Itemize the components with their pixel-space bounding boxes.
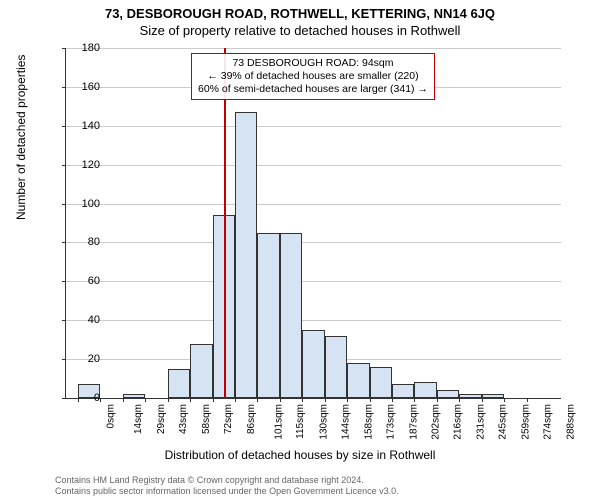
xtick-mark (504, 398, 505, 402)
ytick-mark (62, 242, 66, 243)
gridline (66, 165, 561, 166)
histogram-bar (325, 336, 347, 398)
xtick-mark (123, 398, 124, 402)
xtick-label: 72sqm (223, 404, 234, 434)
annotation-line: 60% of semi-detached houses are larger (… (198, 83, 428, 96)
ytick-mark (62, 204, 66, 205)
attribution-text: Contains HM Land Registry data © Crown c… (55, 475, 399, 497)
histogram-bar (370, 367, 392, 398)
ytick-label: 80 (70, 236, 100, 248)
xtick-mark (459, 398, 460, 402)
page-title: 73, DESBOROUGH ROAD, ROTHWELL, KETTERING… (0, 0, 600, 21)
ytick-mark (62, 165, 66, 166)
xtick-mark (100, 398, 101, 402)
xtick-label: 216sqm (453, 404, 464, 440)
ytick-label: 100 (70, 198, 100, 210)
xtick-mark (190, 398, 191, 402)
ytick-mark (62, 398, 66, 399)
histogram-bar (302, 330, 324, 398)
x-axis-label: Distribution of detached houses by size … (0, 448, 600, 462)
histogram-bar (482, 394, 504, 398)
ytick-label: 140 (70, 120, 100, 132)
ytick-mark (62, 320, 66, 321)
histogram-bar (123, 394, 145, 398)
attribution-line1: Contains HM Land Registry data © Crown c… (55, 475, 399, 486)
ytick-label: 180 (70, 42, 100, 54)
annotation-box: 73 DESBOROUGH ROAD: 94sqm← 39% of detach… (191, 53, 435, 100)
histogram-bar (280, 233, 302, 398)
xtick-mark (302, 398, 303, 402)
plot-area: 0sqm14sqm29sqm43sqm58sqm72sqm86sqm101sqm… (65, 48, 560, 398)
ytick-mark (62, 48, 66, 49)
annotation-line: ← 39% of detached houses are smaller (22… (198, 70, 428, 83)
xtick-mark (347, 398, 348, 402)
ytick-label: 40 (70, 314, 100, 326)
xtick-label: 130sqm (318, 404, 329, 440)
xtick-label: 245sqm (498, 404, 509, 440)
page-subtitle: Size of property relative to detached ho… (0, 21, 600, 38)
gridline (66, 281, 561, 282)
chart-container: 73, DESBOROUGH ROAD, ROTHWELL, KETTERING… (0, 0, 600, 500)
xtick-label: 202sqm (431, 404, 442, 440)
histogram-bar (235, 112, 257, 398)
xtick-label: 101sqm (274, 404, 285, 440)
ytick-label: 0 (70, 392, 100, 404)
gridline (66, 320, 561, 321)
gridline (66, 204, 561, 205)
xtick-mark (527, 398, 528, 402)
ytick-label: 120 (70, 159, 100, 171)
xtick-label: 274sqm (543, 404, 554, 440)
xtick-label: 58sqm (201, 404, 212, 434)
xtick-mark (414, 398, 415, 402)
xtick-mark (235, 398, 236, 402)
attribution-line2: Contains public sector information licen… (55, 486, 399, 497)
xtick-mark (370, 398, 371, 402)
y-axis-label: Number of detached properties (14, 55, 28, 220)
xtick-label: 86sqm (246, 404, 257, 434)
histogram-bar (257, 233, 279, 398)
ytick-label: 20 (70, 353, 100, 365)
xtick-mark (213, 398, 214, 402)
xtick-mark (257, 398, 258, 402)
histogram-bar (437, 390, 459, 398)
ytick-mark (62, 87, 66, 88)
xtick-label: 115sqm (295, 404, 306, 439)
ytick-mark (62, 281, 66, 282)
xtick-label: 0sqm (105, 404, 116, 428)
ytick-label: 60 (70, 275, 100, 287)
histogram-bar (459, 394, 481, 398)
xtick-mark (325, 398, 326, 402)
xtick-mark (392, 398, 393, 402)
histogram-bar (168, 369, 190, 398)
xtick-label: 259sqm (520, 404, 531, 440)
ytick-mark (62, 126, 66, 127)
annotation-line: 73 DESBOROUGH ROAD: 94sqm (198, 57, 428, 70)
marker-line (224, 48, 226, 398)
xtick-mark (280, 398, 281, 402)
gridline (66, 242, 561, 243)
histogram-bar (347, 363, 369, 398)
xtick-label: 288sqm (565, 404, 576, 440)
gridline (66, 126, 561, 127)
xtick-mark (437, 398, 438, 402)
histogram-bar (392, 384, 414, 398)
xtick-label: 187sqm (408, 404, 419, 440)
ytick-label: 160 (70, 81, 100, 93)
xtick-mark (168, 398, 169, 402)
histogram-bar (414, 382, 436, 398)
xtick-label: 144sqm (341, 404, 352, 440)
xtick-label: 43sqm (178, 404, 189, 434)
ytick-mark (62, 359, 66, 360)
xtick-label: 14sqm (133, 404, 144, 434)
xtick-mark (145, 398, 146, 402)
xtick-label: 231sqm (475, 404, 486, 440)
xtick-label: 158sqm (363, 404, 374, 440)
xtick-mark (482, 398, 483, 402)
xtick-label: 173sqm (386, 404, 397, 440)
histogram-bar (190, 344, 212, 398)
xtick-label: 29sqm (156, 404, 167, 434)
plot-frame: 0sqm14sqm29sqm43sqm58sqm72sqm86sqm101sqm… (65, 48, 561, 399)
gridline (66, 48, 561, 49)
